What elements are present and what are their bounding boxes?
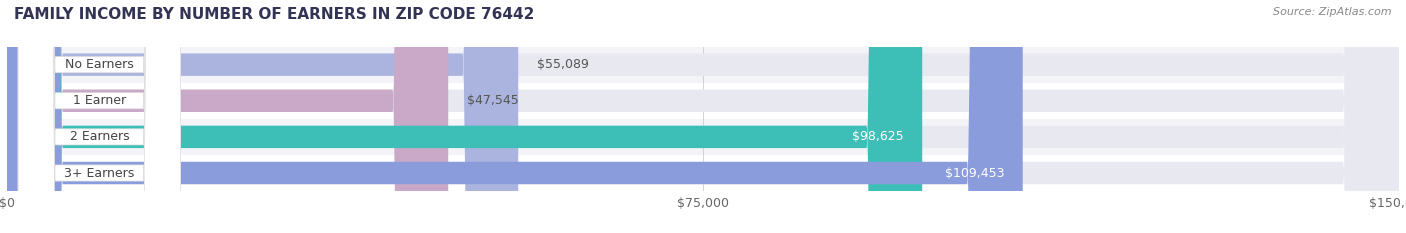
Text: 3+ Earners: 3+ Earners bbox=[65, 167, 135, 179]
FancyBboxPatch shape bbox=[18, 0, 180, 233]
FancyBboxPatch shape bbox=[18, 0, 180, 233]
FancyBboxPatch shape bbox=[7, 0, 1399, 233]
Text: $98,625: $98,625 bbox=[852, 130, 904, 143]
FancyBboxPatch shape bbox=[7, 0, 1399, 233]
Text: 1 Earner: 1 Earner bbox=[73, 94, 127, 107]
FancyBboxPatch shape bbox=[7, 0, 1022, 233]
FancyBboxPatch shape bbox=[7, 0, 1399, 233]
Text: FAMILY INCOME BY NUMBER OF EARNERS IN ZIP CODE 76442: FAMILY INCOME BY NUMBER OF EARNERS IN ZI… bbox=[14, 7, 534, 22]
FancyBboxPatch shape bbox=[7, 119, 1399, 155]
FancyBboxPatch shape bbox=[7, 0, 519, 233]
Text: $47,545: $47,545 bbox=[467, 94, 519, 107]
FancyBboxPatch shape bbox=[7, 0, 1399, 233]
Text: $109,453: $109,453 bbox=[945, 167, 1004, 179]
FancyBboxPatch shape bbox=[7, 0, 922, 233]
Text: No Earners: No Earners bbox=[65, 58, 134, 71]
Text: 2 Earners: 2 Earners bbox=[69, 130, 129, 143]
FancyBboxPatch shape bbox=[18, 0, 180, 233]
FancyBboxPatch shape bbox=[7, 0, 449, 233]
FancyBboxPatch shape bbox=[7, 155, 1399, 191]
FancyBboxPatch shape bbox=[7, 47, 1399, 83]
Text: $55,089: $55,089 bbox=[537, 58, 589, 71]
Text: Source: ZipAtlas.com: Source: ZipAtlas.com bbox=[1274, 7, 1392, 17]
FancyBboxPatch shape bbox=[7, 83, 1399, 119]
FancyBboxPatch shape bbox=[18, 0, 180, 233]
